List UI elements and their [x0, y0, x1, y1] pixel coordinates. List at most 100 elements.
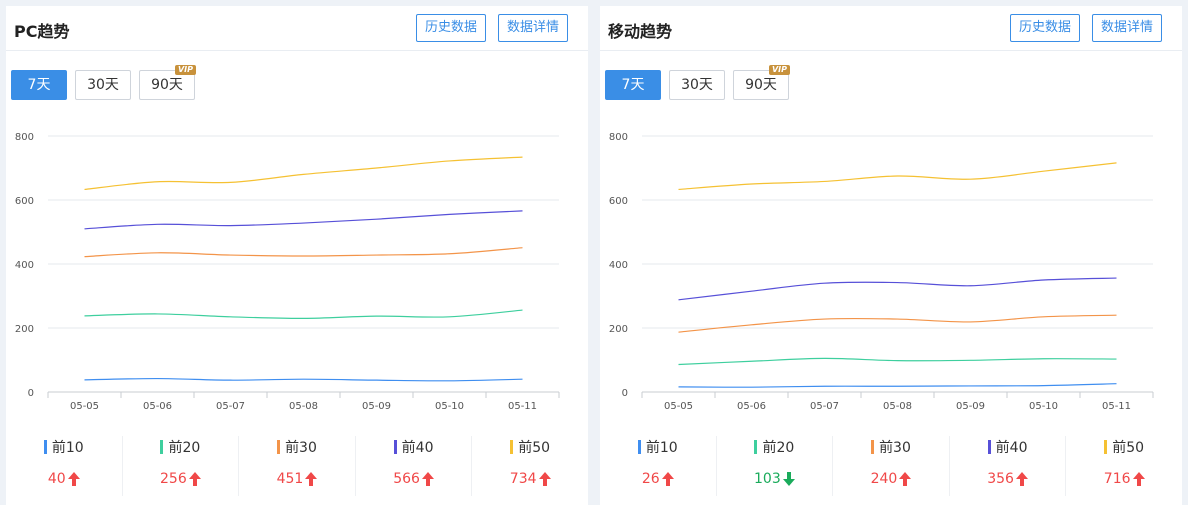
stat-cell: 前50 734 — [471, 436, 588, 496]
y-tick-label: 800 — [609, 132, 628, 143]
y-tick-label: 800 — [15, 132, 34, 143]
stat-label: 前20 — [717, 436, 833, 458]
stat-cell: 前40 566 — [354, 436, 472, 496]
stat-cell: 前20 103 — [715, 436, 833, 496]
x-tick-label: 05-05 — [70, 401, 99, 412]
stat-label: 前40 — [356, 436, 472, 458]
y-tick-label: 0 — [28, 388, 34, 399]
stat-value: 716 — [1066, 464, 1182, 494]
arrow-up-icon — [305, 472, 318, 486]
y-tick-label: 400 — [15, 260, 34, 271]
data-detail-button[interactable]: 数据详情 — [1091, 14, 1162, 42]
y-tick-label: 200 — [15, 324, 34, 335]
pc-trend-panel: PC趋势 历史数据 数据详情 7天 30天 90天 VIP 0 200 400 600… — [6, 6, 588, 505]
stat-cell: 前10 40 — [6, 436, 122, 496]
series-line — [84, 309, 523, 320]
range-30d-button[interactable]: 30天 — [75, 70, 131, 100]
panel-header: PC趋势 历史数据 数据详情 — [6, 6, 588, 51]
stat-value: 256 — [123, 464, 239, 494]
range-30d-button[interactable]: 30天 — [669, 70, 725, 100]
stat-number: 26 — [641, 471, 660, 487]
stat-label: 前50 — [1066, 436, 1182, 458]
series-line — [84, 156, 523, 191]
x-tick-label: 05-10 — [1029, 401, 1058, 412]
legend-swatch — [160, 440, 164, 454]
y-tick-label: 400 — [609, 260, 628, 271]
x-tick-label: 05-06 — [143, 401, 172, 412]
panel-title: PC趋势 — [14, 22, 70, 41]
range-90d-button[interactable]: 90天 VIP — [139, 65, 196, 100]
range-7d-button[interactable]: 7天 — [605, 70, 661, 100]
x-tick-label: 05-09 — [956, 401, 985, 412]
series-line — [678, 357, 1117, 366]
stat-number: 103 — [754, 471, 781, 487]
stat-value: 566 — [356, 464, 472, 494]
stat-label: 前30 — [239, 436, 355, 458]
history-data-button[interactable]: 历史数据 — [1009, 14, 1080, 42]
range-7d-button[interactable]: 7天 — [11, 70, 67, 100]
mobile-trend-panel: 移动趋势 历史数据 数据详情 7天 30天 90天 VIP 0 200 400 600… — [600, 6, 1182, 505]
arrow-up-icon — [421, 472, 434, 486]
stat-value: 26 — [600, 464, 716, 494]
history-data-button[interactable]: 历史数据 — [415, 14, 486, 42]
x-tick-label: 05-06 — [737, 401, 766, 412]
legend-swatch — [43, 440, 47, 454]
stat-cell: 前30 240 — [832, 436, 949, 496]
range-90d-button[interactable]: 90天 VIP — [733, 65, 790, 100]
stat-number: 356 — [987, 471, 1014, 487]
stat-label: 前30 — [833, 436, 949, 458]
stat-label-text: 前30 — [879, 440, 911, 456]
stat-label-text: 前10 — [645, 440, 678, 456]
x-tick-label: 05-09 — [362, 401, 391, 412]
arrow-up-icon — [188, 472, 201, 486]
vip-badge: VIP — [768, 65, 790, 75]
stat-label-text: 前20 — [762, 440, 795, 456]
series-line — [678, 383, 1117, 388]
y-tick-label: 0 — [622, 388, 628, 399]
y-tick-label: 600 — [609, 196, 628, 207]
arrow-up-icon — [67, 472, 80, 486]
stat-value: 103 — [717, 464, 833, 494]
stat-value: 40 — [6, 464, 122, 494]
legend-swatch — [393, 440, 397, 454]
x-tick-label: 05-08 — [883, 401, 912, 412]
arrow-up-icon — [661, 472, 674, 486]
legend-swatch — [754, 440, 758, 454]
series-line — [84, 247, 523, 258]
x-tick-label: 05-05 — [664, 401, 693, 412]
vip-badge: VIP — [174, 65, 196, 75]
stat-number: 240 — [870, 471, 898, 487]
stat-value: 240 — [833, 464, 949, 494]
series-line — [678, 314, 1117, 333]
stat-label-text: 前30 — [285, 440, 317, 456]
stat-label: 前10 — [6, 436, 122, 458]
x-tick-label: 05-11 — [508, 401, 537, 412]
legend-swatch — [637, 440, 641, 454]
legend-swatch — [1104, 440, 1108, 454]
stats-row: 前10 26 前20 103 前30 240 前40 356 前50 716 — [600, 436, 1182, 496]
arrow-up-icon — [538, 472, 551, 486]
arrow-down-icon — [782, 472, 795, 486]
panel-header: 移动趋势 历史数据 数据详情 — [600, 6, 1182, 51]
stat-number: 566 — [393, 471, 420, 487]
stat-number: 716 — [1103, 471, 1131, 487]
x-tick-label: 05-10 — [435, 401, 464, 412]
stat-label: 前10 — [600, 436, 716, 458]
data-detail-button[interactable]: 数据详情 — [497, 14, 568, 42]
stat-cell: 前50 716 — [1065, 436, 1182, 496]
stat-label: 前40 — [950, 436, 1066, 458]
legend-swatch — [277, 440, 281, 454]
x-tick-label: 05-08 — [289, 401, 318, 412]
stat-cell: 前30 451 — [238, 436, 355, 496]
x-tick-label: 05-07 — [810, 401, 839, 412]
y-tick-label: 600 — [15, 196, 34, 207]
panel-title: 移动趋势 — [608, 22, 673, 41]
stat-number: 40 — [47, 471, 66, 487]
stat-label: 前20 — [123, 436, 239, 458]
series-line — [678, 277, 1117, 301]
y-tick-label: 200 — [609, 324, 628, 335]
range-90d-label: 90天 — [745, 77, 777, 93]
arrow-up-icon — [1015, 472, 1028, 486]
stat-number: 734 — [509, 471, 537, 487]
legend-swatch — [987, 440, 991, 454]
